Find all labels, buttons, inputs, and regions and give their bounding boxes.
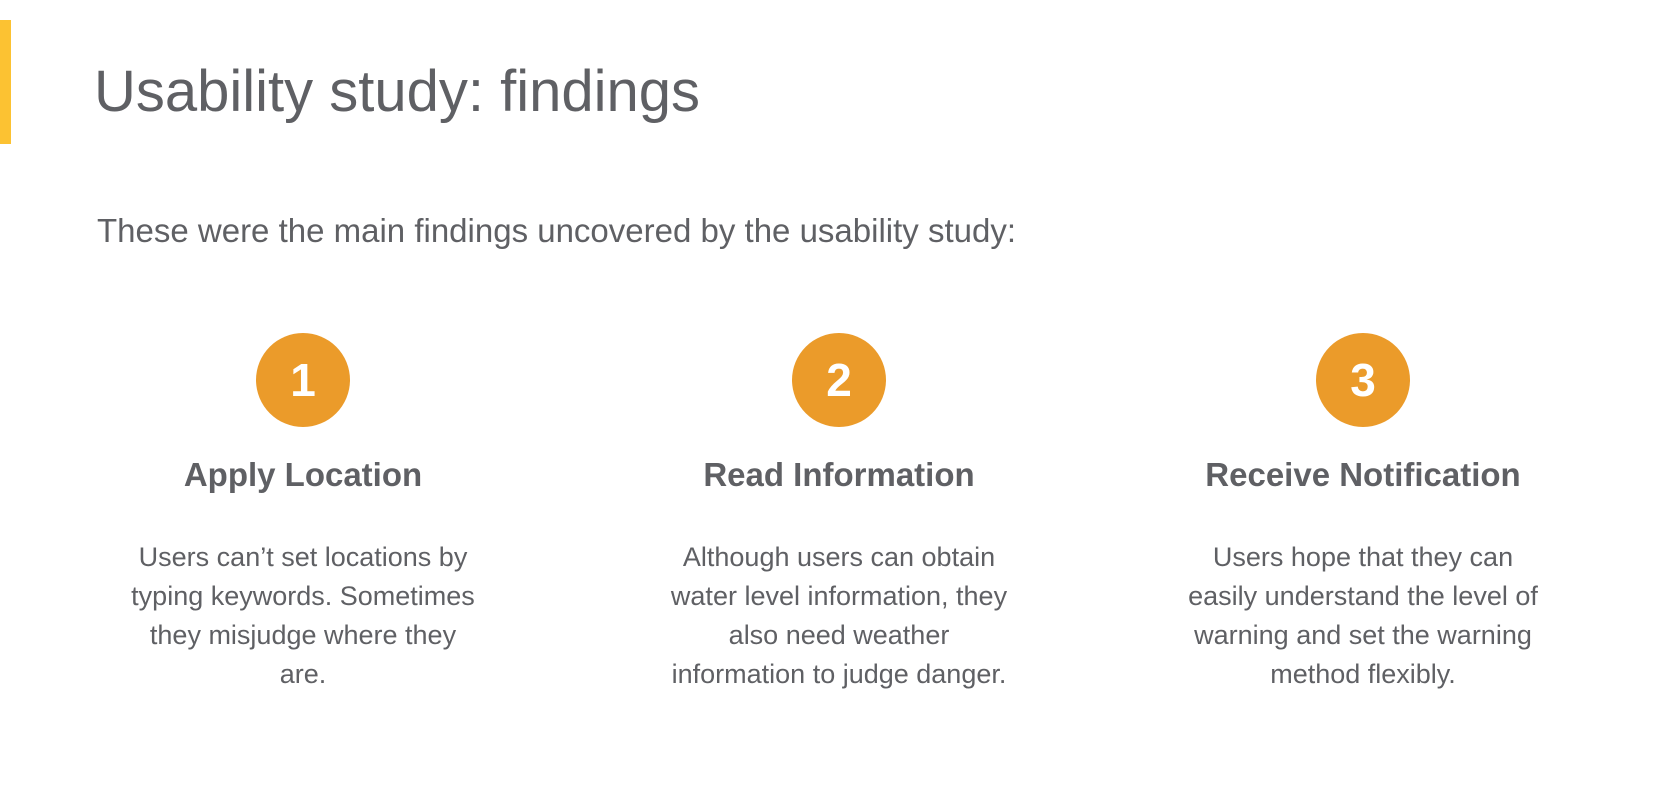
number-badge-2: 2 — [792, 333, 886, 427]
finding-title-2: Read Information — [703, 456, 975, 493]
intro-text: These were the main findings uncovered b… — [97, 212, 1017, 249]
finding-description-3: Users hope that they can easily understa… — [1188, 542, 1538, 689]
finding-card-1: 1 Apply Location Users can’t set locatio… — [93, 333, 513, 694]
finding-card-3: 3 Receive Notification Users hope that t… — [1153, 333, 1573, 694]
slide-title: Usability study: findings — [94, 59, 701, 124]
finding-description-1: Users can’t set locations by typing keyw… — [131, 542, 475, 689]
finding-card-2: 2 Read Information Although users can ob… — [629, 333, 1049, 694]
finding-title-3: Receive Notification — [1205, 456, 1521, 493]
number-badge-1: 1 — [256, 333, 350, 427]
finding-title-1: Apply Location — [183, 456, 423, 493]
finding-description-2: Although users can obtain water level in… — [670, 542, 1008, 689]
number-badge-3: 3 — [1316, 333, 1410, 427]
accent-bar — [0, 20, 11, 144]
